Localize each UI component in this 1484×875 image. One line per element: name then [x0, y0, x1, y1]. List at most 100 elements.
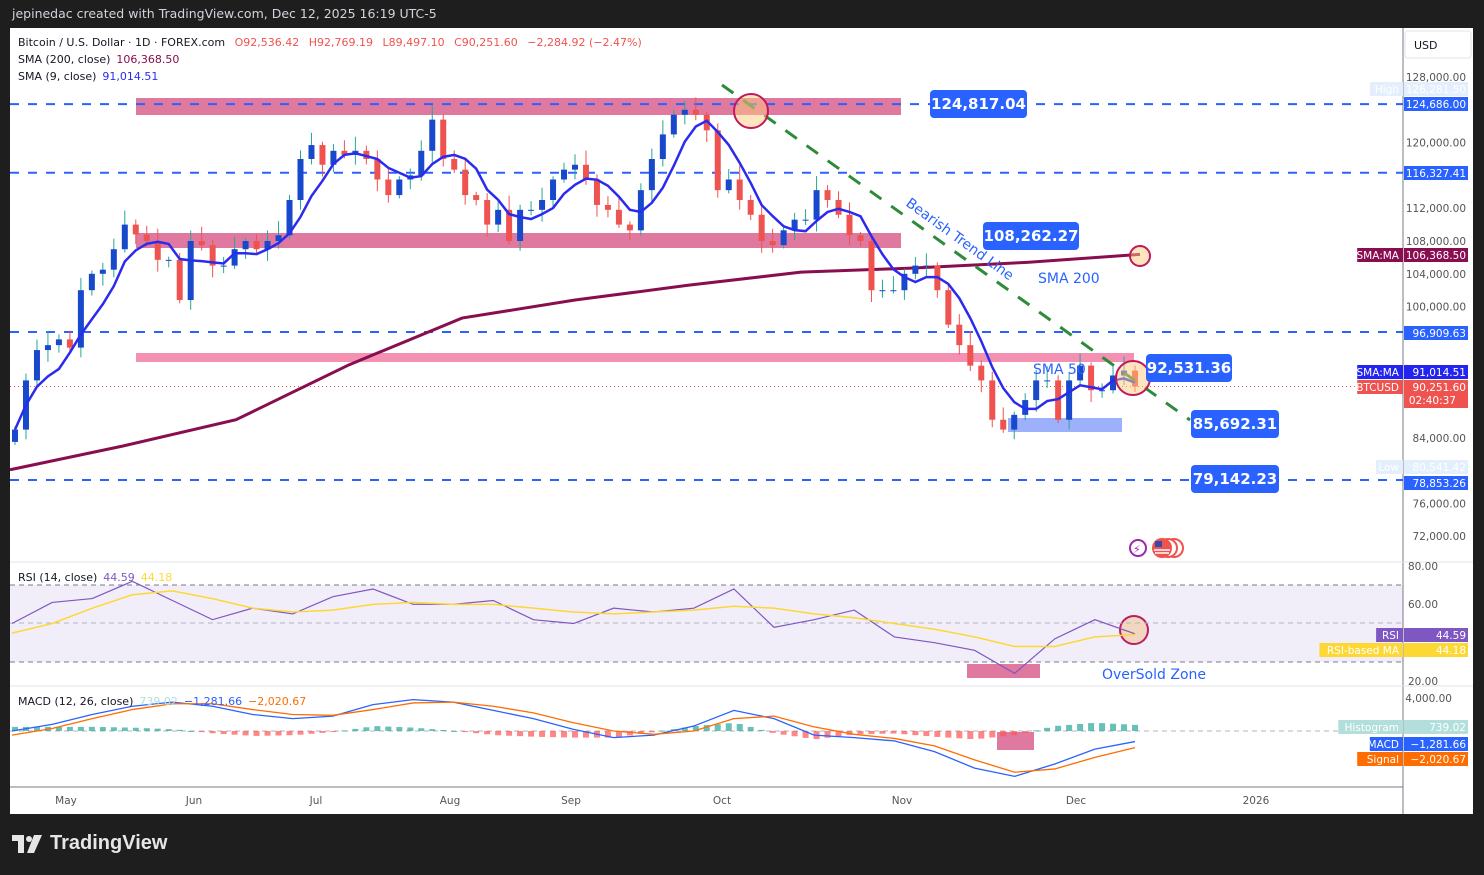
highlight-circle[interactable] — [1129, 245, 1151, 267]
highlight-circle[interactable] — [733, 93, 769, 129]
candle[interactable] — [1022, 393, 1029, 421]
price-level-label-box[interactable] — [1191, 410, 1279, 438]
candle[interactable] — [736, 165, 743, 210]
candle[interactable] — [912, 256, 919, 280]
candle[interactable] — [418, 140, 425, 181]
candle[interactable] — [1066, 371, 1073, 430]
candle[interactable] — [539, 187, 546, 222]
candle[interactable] — [297, 150, 304, 210]
candle[interactable] — [604, 196, 611, 218]
candle[interactable] — [110, 238, 117, 278]
candle[interactable] — [681, 101, 688, 125]
rsi-line[interactable] — [11, 580, 1136, 675]
candle[interactable] — [989, 371, 996, 428]
candle[interactable] — [55, 334, 62, 353]
candle[interactable] — [1011, 411, 1018, 440]
candle[interactable] — [637, 183, 644, 236]
candle[interactable] — [725, 169, 732, 194]
candle[interactable] — [484, 193, 491, 237]
candle[interactable] — [33, 339, 40, 386]
candle[interactable] — [88, 270, 95, 296]
candle[interactable] — [121, 210, 128, 253]
candle[interactable] — [714, 123, 721, 198]
sma200-line[interactable] — [9, 252, 1141, 472]
price-level-label-box[interactable] — [983, 222, 1079, 250]
candle[interactable] — [593, 174, 600, 217]
candle[interactable] — [670, 109, 677, 138]
candle[interactable] — [835, 191, 842, 219]
candle[interactable] — [1000, 407, 1007, 433]
candle[interactable] — [462, 157, 469, 205]
candle[interactable] — [561, 162, 568, 183]
candle[interactable] — [956, 314, 963, 355]
candle[interactable] — [154, 228, 161, 272]
candle[interactable] — [506, 195, 513, 245]
resistance-zone-low[interactable] — [136, 353, 1134, 362]
candle[interactable] — [1077, 353, 1084, 386]
candle[interactable] — [868, 234, 875, 303]
rsi-ma-line[interactable] — [11, 590, 1136, 648]
rsi-legend[interactable]: RSI (14, close) 44.59 44.18 — [18, 571, 172, 584]
candle[interactable] — [187, 230, 194, 310]
candle[interactable] — [923, 253, 930, 278]
bearish-trend-line[interactable] — [721, 83, 1191, 422]
candle[interactable] — [209, 240, 216, 278]
candle[interactable] — [528, 201, 535, 216]
candle[interactable] — [802, 209, 809, 226]
currency-button[interactable] — [1404, 30, 1472, 59]
candle[interactable] — [846, 202, 853, 245]
candle[interactable] — [945, 283, 952, 328]
candle[interactable] — [692, 97, 699, 121]
candle[interactable] — [308, 132, 315, 165]
candle[interactable] — [626, 221, 633, 241]
candle[interactable] — [615, 197, 622, 228]
candle[interactable] — [77, 277, 84, 358]
candle[interactable] — [1099, 383, 1106, 398]
candle[interactable] — [99, 262, 106, 286]
highlight-circle[interactable] — [1115, 360, 1151, 396]
lightning-event-icon[interactable]: ⚡ — [1129, 539, 1147, 557]
candle[interactable] — [901, 268, 908, 300]
us-flag-event-icon[interactable] — [1152, 538, 1184, 558]
candle[interactable] — [967, 331, 974, 372]
candle[interactable] — [1044, 366, 1051, 388]
candle[interactable] — [824, 185, 831, 208]
macd-line[interactable] — [11, 698, 1136, 778]
candle[interactable] — [659, 120, 666, 167]
candle[interactable] — [319, 141, 326, 177]
sma9-line[interactable] — [13, 119, 1136, 431]
signal-line[interactable] — [11, 701, 1136, 773]
candle[interactable] — [198, 226, 205, 251]
candle[interactable] — [165, 256, 172, 268]
candle[interactable] — [857, 231, 864, 247]
candle[interactable] — [769, 228, 776, 253]
resistance-zone-top[interactable] — [136, 98, 901, 115]
tradingview-logo[interactable]: TradingView — [12, 832, 167, 855]
macd-legend[interactable]: MACD (12, 26, close) 739.02 −1,281.66 −2,02… — [18, 695, 306, 708]
candle[interactable] — [495, 199, 502, 233]
candle[interactable] — [374, 150, 381, 192]
support-zone-blue[interactable] — [1008, 418, 1122, 432]
candle[interactable] — [44, 331, 51, 362]
candle[interactable] — [253, 234, 260, 255]
candle[interactable] — [220, 256, 227, 274]
price-level-label-box[interactable] — [930, 90, 1027, 118]
candle[interactable] — [890, 276, 897, 294]
candle[interactable] — [473, 191, 480, 206]
candle[interactable] — [758, 206, 765, 253]
candle[interactable] — [1088, 362, 1095, 403]
candle[interactable] — [572, 154, 578, 180]
candle[interactable] — [264, 230, 271, 262]
candle[interactable] — [791, 212, 798, 241]
candle[interactable] — [550, 176, 557, 208]
price-level-label-box[interactable] — [1146, 354, 1232, 382]
candle[interactable] — [780, 227, 787, 249]
candle[interactable] — [176, 252, 183, 304]
candle[interactable] — [385, 167, 392, 203]
candle[interactable] — [1033, 369, 1040, 412]
candle[interactable] — [429, 105, 436, 163]
candle[interactable] — [648, 148, 655, 202]
candle[interactable] — [747, 194, 754, 221]
candle[interactable] — [132, 219, 139, 245]
